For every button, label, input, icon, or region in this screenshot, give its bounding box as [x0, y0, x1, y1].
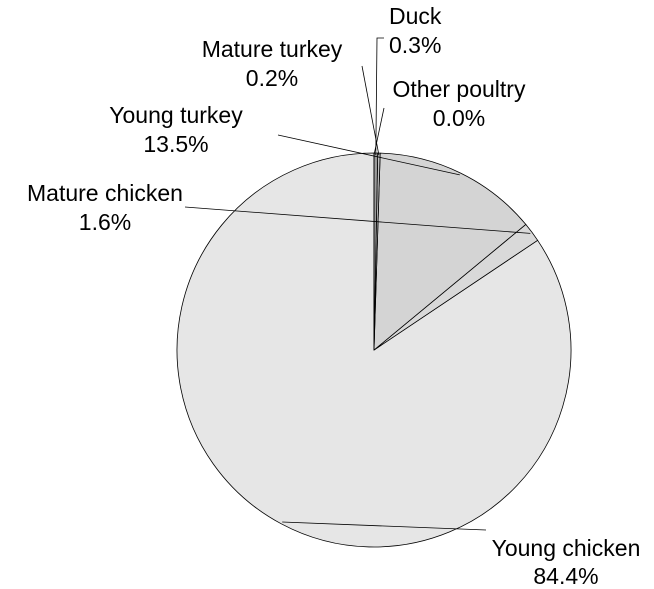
- label-duck-name: Duck: [389, 3, 442, 29]
- slice-young-chicken: [176, 152, 572, 548]
- label-young-turkey-name: Young turkey: [109, 102, 243, 128]
- label-young-chicken-value: 84.4%: [533, 563, 598, 589]
- label-other-poultry-name: Other poultry: [393, 76, 526, 102]
- leader-young-turkey: [277, 134, 460, 176]
- leader-other-poultry: [373, 107, 385, 156]
- pie-slices: [176, 152, 572, 548]
- label-duck-value: 0.3%: [389, 32, 441, 58]
- leader-duck: [375, 37, 384, 156]
- label-mature-chicken-name: Mature chicken: [27, 180, 183, 206]
- leader-lines: [184, 37, 531, 531]
- label-other-poultry-value: 0.0%: [433, 105, 485, 131]
- label-young-chicken-name: Young chicken: [492, 535, 641, 561]
- label-mature-turkey-name: Mature turkey: [202, 36, 343, 62]
- leader-mature-chicken: [184, 206, 531, 234]
- label-mature-chicken-value: 1.6%: [79, 209, 131, 235]
- label-young-turkey-value: 13.5%: [143, 131, 208, 157]
- slice-young-turkey: [373, 152, 527, 351]
- label-mature-turkey-value: 0.2%: [246, 65, 298, 91]
- leader-young-chicken: [282, 521, 487, 531]
